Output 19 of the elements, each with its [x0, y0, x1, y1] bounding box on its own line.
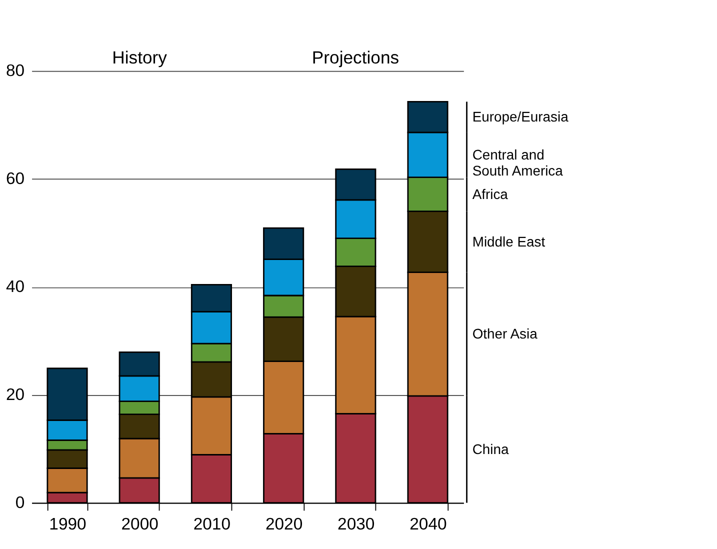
- x-tick-label: 1990: [49, 514, 86, 534]
- y-tick-label: 40: [6, 276, 25, 296]
- text: History: [112, 47, 168, 68]
- y-tick-label: 60: [6, 169, 25, 188]
- y-tick-label: 20: [6, 384, 25, 404]
- text: Projections: [312, 47, 400, 68]
- legend-label: Europe/Eurasia: [472, 108, 569, 125]
- series-label: Central and South America: [472, 146, 564, 178]
- series-label: Middle East: [472, 233, 546, 250]
- x-tick-label: 2000: [121, 514, 158, 534]
- x-tick-label: 2020: [265, 514, 303, 534]
- x-tick-label: 2030: [338, 514, 375, 534]
- y-tick-label: 0: [15, 492, 25, 512]
- series-label: Africa: [472, 186, 508, 202]
- series-label: Other Asia: [472, 326, 538, 342]
- x-tick-label: 2010: [193, 514, 231, 534]
- y-tick-label: 80: [6, 61, 25, 80]
- series-label: China: [472, 440, 509, 457]
- x-tick-label: 2040: [410, 514, 447, 534]
